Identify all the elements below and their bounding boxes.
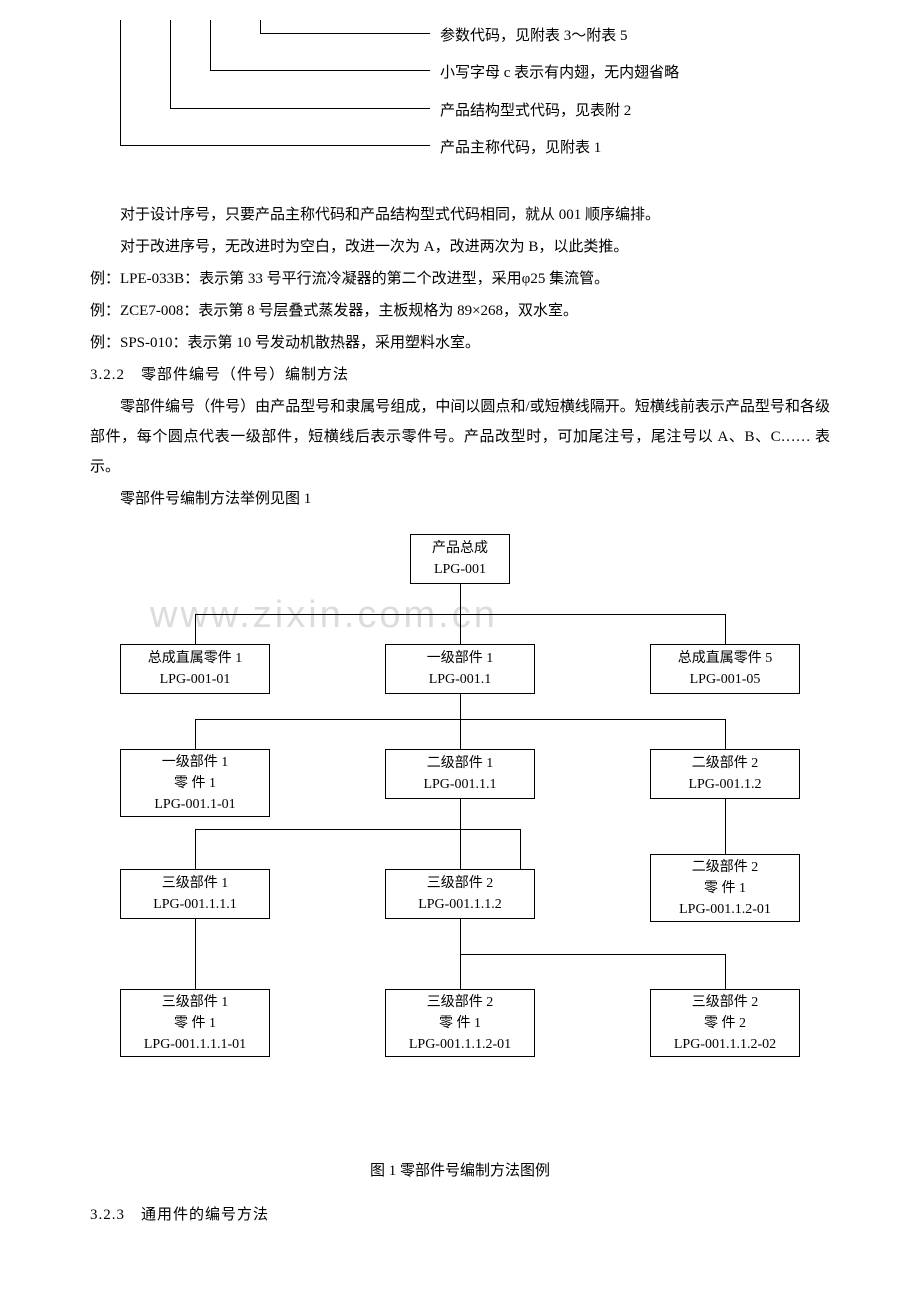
bracket-label-1: 参数代码，见附表 3～附表 5 xyxy=(440,24,628,45)
node-r2c1: 一级部件 1 零 件 1 LPG-001.1-01 xyxy=(120,749,270,817)
bracket-callout: 参数代码，见附表 3～附表 5 小写字母 c 表示有内翅，无内翅省略 产品结构型… xyxy=(90,20,830,170)
para-example-1: 例：LPE-033B：表示第 33 号平行流冷凝器的第二个改进型，采用φ25 集… xyxy=(90,264,830,294)
watermark-text: www.zixin.com.cn xyxy=(150,594,498,637)
node-r3c3: 二级部件 2 零 件 1 LPG-001.1.2-01 xyxy=(650,854,800,922)
node-r1c3: 总成直属零件 5 LPG-001-05 xyxy=(650,644,800,694)
figure-caption: 图 1 零部件号编制方法图例 xyxy=(90,1159,830,1180)
node-r4c3: 三级部件 2 零 件 2 LPG-001.1.1.2-02 xyxy=(650,989,800,1057)
bracket-label-2: 小写字母 c 表示有内翅，无内翅省略 xyxy=(440,61,679,82)
node-r3c1: 三级部件 1 LPG-001.1.1.1 xyxy=(120,869,270,919)
para-example-3: 例：SPS-010：表示第 10 号发动机散热器，采用塑料水室。 xyxy=(90,328,830,358)
node-r2c3: 二级部件 2 LPG-001.1.2 xyxy=(650,749,800,799)
node-root-code: LPG-001 xyxy=(415,559,505,580)
node-r3c2: 三级部件 2 LPG-001.1.1.2 xyxy=(385,869,535,919)
node-r1c2: 一级部件 1 LPG-001.1 xyxy=(385,644,535,694)
para-design-seq: 对于设计序号，只要产品主称代码和产品结构型式代码相同，就从 001 顺序编排。 xyxy=(90,200,830,230)
para-improve-seq: 对于改进序号，无改进时为空白，改进一次为 A，改进两次为 B，以此类推。 xyxy=(90,232,830,262)
node-r2c2: 二级部件 1 LPG-001.1.1 xyxy=(385,749,535,799)
para-example-2: 例：ZCE7-008：表示第 8 号层叠式蒸发器，主板规格为 89×268，双水… xyxy=(90,296,830,326)
bracket-label-3: 产品结构型式代码，见表附 2 xyxy=(440,99,631,120)
part-number-tree-diagram: www.zixin.com.cn 产品总成 LPG-001 总成直属零件 1 L… xyxy=(90,534,830,1144)
node-r4c1: 三级部件 1 零 件 1 LPG-001.1.1.1-01 xyxy=(120,989,270,1057)
para-numbering-desc: 零部件编号（件号）由产品型号和隶属号组成，中间以圆点和/或短横线隔开。短横线前表… xyxy=(90,392,830,482)
section-3-2-2: 3.2.2 零部件编号（件号）编制方法 xyxy=(90,360,830,390)
section-3-2-3: 3.2.3 通用件的编号方法 xyxy=(90,1200,830,1230)
para-see-fig1: 零部件号编制方法举例见图 1 xyxy=(90,484,830,514)
node-root: 产品总成 LPG-001 xyxy=(410,534,510,584)
node-r1c1: 总成直属零件 1 LPG-001-01 xyxy=(120,644,270,694)
node-r4c2: 三级部件 2 零 件 1 LPG-001.1.1.2-01 xyxy=(385,989,535,1057)
bracket-label-4: 产品主称代码，见附表 1 xyxy=(440,136,601,157)
node-root-title: 产品总成 xyxy=(415,538,505,559)
document-page: 参数代码，见附表 3～附表 5 小写字母 c 表示有内翅，无内翅省略 产品结构型… xyxy=(0,0,920,1272)
